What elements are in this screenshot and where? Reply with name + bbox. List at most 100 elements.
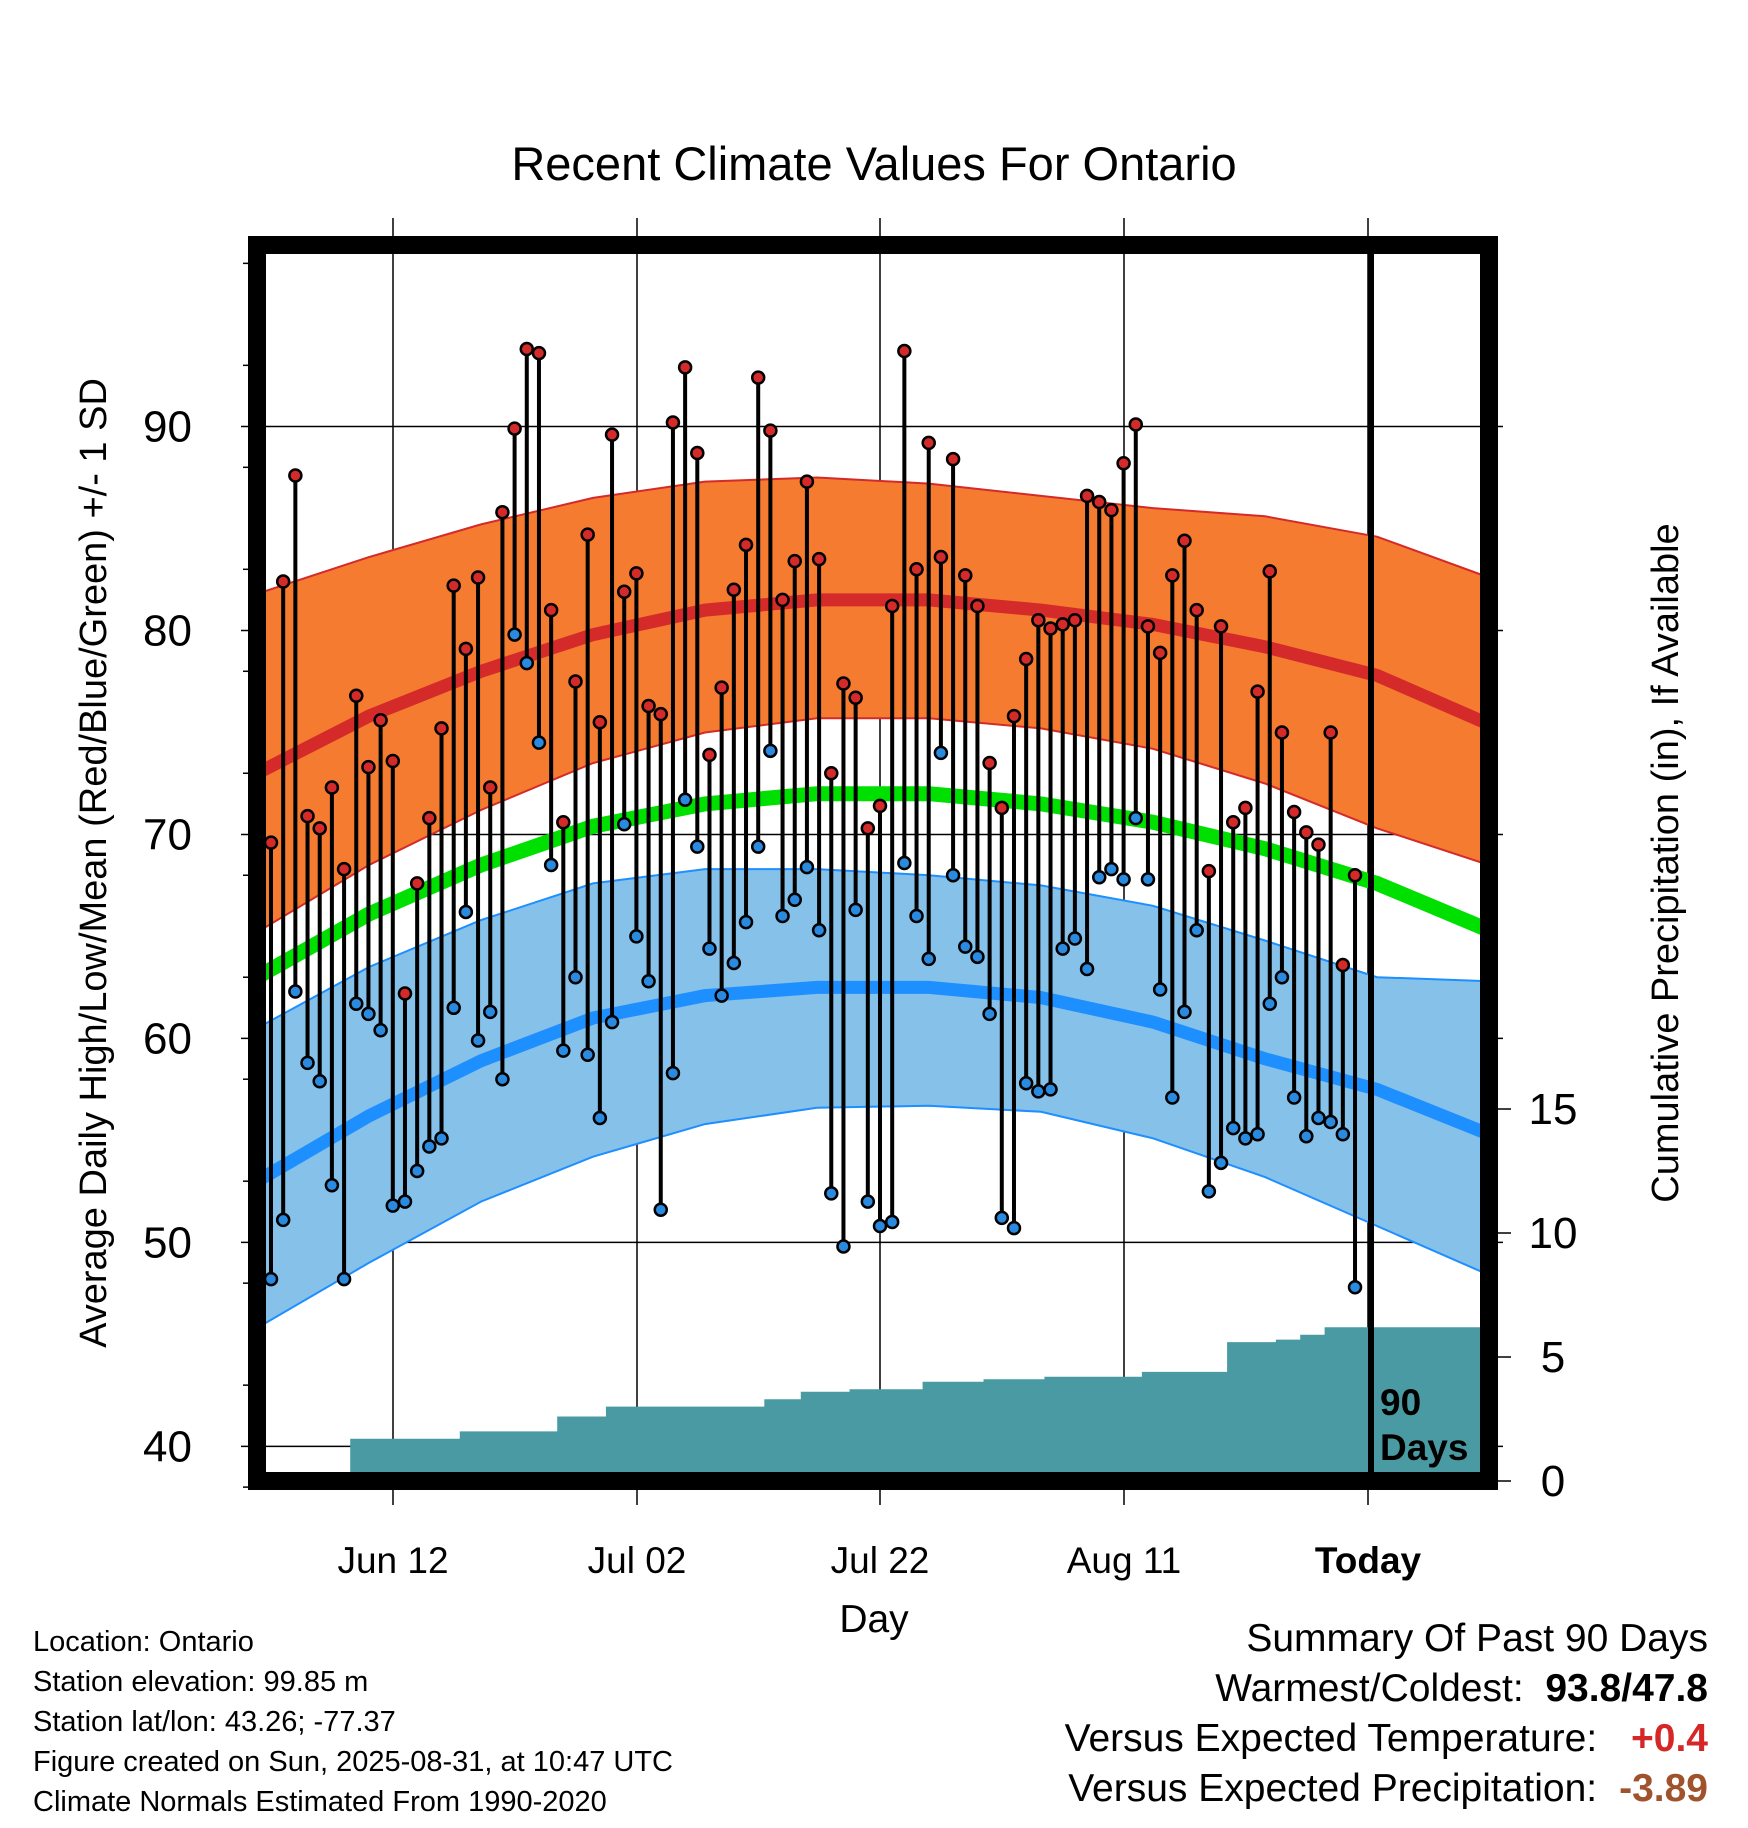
- daily-low-point: [434, 1131, 449, 1146]
- plot-frame: [248, 236, 1498, 1490]
- daily-high-point: [958, 568, 973, 583]
- daily-low-point: [909, 908, 924, 924]
- daily-low-point: [750, 839, 766, 854]
- daily-temperature-bars: [269, 349, 1358, 1288]
- daily-low-point: [604, 1014, 620, 1030]
- daily-low-point: [860, 1194, 876, 1209]
- daily-low-point: [641, 974, 656, 989]
- daily-high-point: [324, 780, 340, 795]
- daily-high-point: [519, 341, 535, 357]
- daily-high-point: [677, 360, 693, 375]
- daily-high-point: [629, 566, 644, 581]
- daily-low-point: [1043, 1082, 1058, 1097]
- daily-high-point: [1225, 814, 1241, 830]
- daily-low-point: [1116, 872, 1131, 887]
- daily-low-point: [763, 743, 778, 759]
- daily-high-point: [1067, 613, 1083, 628]
- daily-high-point: [592, 715, 608, 730]
- daily-high-point: [1165, 568, 1180, 583]
- daily-high-point: [994, 800, 1010, 816]
- x-tick-label: Jun 12: [337, 1540, 448, 1581]
- coldest-value: 47.8: [1632, 1667, 1708, 1710]
- daily-high-point: [349, 688, 364, 704]
- daily-low-point: [580, 1047, 595, 1062]
- axes: Jun 12 Jul 02 Jul 22 Aug 11 Today40506070809…: [143, 403, 1577, 1581]
- daily-high-point: [300, 808, 315, 824]
- daily-high-point: [811, 551, 827, 567]
- daily-low-point: [1347, 1279, 1363, 1295]
- daily-low-point: [1091, 870, 1107, 885]
- daily-low-point: [288, 984, 303, 999]
- daily-high-point: [872, 798, 888, 814]
- daily-low-point: [470, 1033, 486, 1048]
- daily-high-point: [1213, 619, 1229, 634]
- daily-high-point: [1177, 533, 1192, 548]
- precip-value: -3.89: [1619, 1767, 1708, 1810]
- x-tick-label: Jul 02: [588, 1540, 687, 1581]
- y-tick-label-right: 10: [1529, 1209, 1578, 1258]
- daily-low-point: [446, 1000, 461, 1016]
- daily-high-point: [616, 584, 632, 599]
- daily-low-point: [811, 923, 827, 938]
- daily-low-point: [373, 1022, 388, 1038]
- daily-low-point: [702, 941, 717, 956]
- daily-low-point: [629, 929, 644, 944]
- daily-low-point: [336, 1271, 352, 1287]
- daily-low-point: [1323, 1114, 1338, 1130]
- daily-low-point: [263, 1271, 279, 1287]
- daily-low-point: [1335, 1127, 1351, 1142]
- daily-low-point: [275, 1212, 291, 1228]
- daily-high-point: [860, 821, 876, 836]
- daily-low-point: [1262, 996, 1278, 1011]
- daily-low-point: [397, 1194, 413, 1209]
- daily-temperature-points: [263, 341, 1363, 1295]
- daily-low-point: [495, 1071, 510, 1087]
- daily-high-point: [604, 427, 620, 442]
- y-tick-label-left: 40: [143, 1422, 192, 1471]
- daily-high-point: [556, 814, 571, 830]
- daily-high-point: [1043, 621, 1058, 636]
- daily-low-point: [1079, 961, 1095, 977]
- daily-low-point: [300, 1055, 315, 1071]
- summary-title: Summary Of Past 90 Days: [1246, 1617, 1708, 1660]
- elevation-text: Station elevation: 99.85 m: [33, 1666, 369, 1698]
- normals-text: Climate Normals Estimated From 1990-2020: [33, 1786, 607, 1818]
- daily-low-point: [1225, 1120, 1241, 1136]
- daily-high-point: [1055, 617, 1070, 632]
- daily-low-point: [848, 902, 863, 918]
- daily-high-point: [446, 578, 461, 593]
- daily-low-point: [616, 816, 632, 832]
- days-label-number: 90: [1380, 1382, 1421, 1423]
- days-label-word: Days: [1380, 1427, 1468, 1468]
- daily-low-point: [994, 1210, 1010, 1226]
- daily-high-point: [434, 721, 449, 736]
- daily-low-point: [349, 996, 364, 1011]
- daily-high-point: [568, 674, 583, 689]
- daily-high-point: [580, 527, 595, 542]
- daily-high-point: [1140, 619, 1156, 634]
- created-text: Figure created on Sun, 2025-08-31, at 10…: [33, 1746, 673, 1778]
- daily-high-point: [1250, 684, 1265, 699]
- daily-low-point: [726, 955, 742, 971]
- x-tick-label: Aug 11: [1067, 1540, 1182, 1581]
- daily-low-point: [799, 859, 815, 875]
- daily-high-point: [1104, 502, 1119, 518]
- daily-high-point: [507, 421, 522, 436]
- x-tick-label: Jul 22: [831, 1540, 930, 1581]
- daily-high-point: [288, 468, 303, 483]
- daily-low-point: [775, 908, 790, 924]
- daily-low-point: [385, 1198, 401, 1213]
- daily-high-point: [263, 835, 279, 850]
- daily-high-point: [1274, 725, 1290, 740]
- daily-high-point: [1128, 417, 1144, 432]
- normal-high-line: [257, 593, 1489, 780]
- daily-low-point: [1299, 1129, 1314, 1144]
- daily-low-point: [982, 1006, 997, 1022]
- daily-low-point: [482, 1004, 498, 1020]
- daily-low-point: [945, 867, 961, 883]
- daily-low-point: [361, 1006, 376, 1022]
- temp-label: Versus Expected Temperature:: [1064, 1717, 1598, 1760]
- y-axis-label-right: Cumulative Precipitation (in), If Availa…: [1645, 523, 1687, 1202]
- daily-low-point: [1177, 1004, 1192, 1020]
- warm-cold-row: Warmest/Coldest: 93.8/47.8: [1215, 1667, 1708, 1710]
